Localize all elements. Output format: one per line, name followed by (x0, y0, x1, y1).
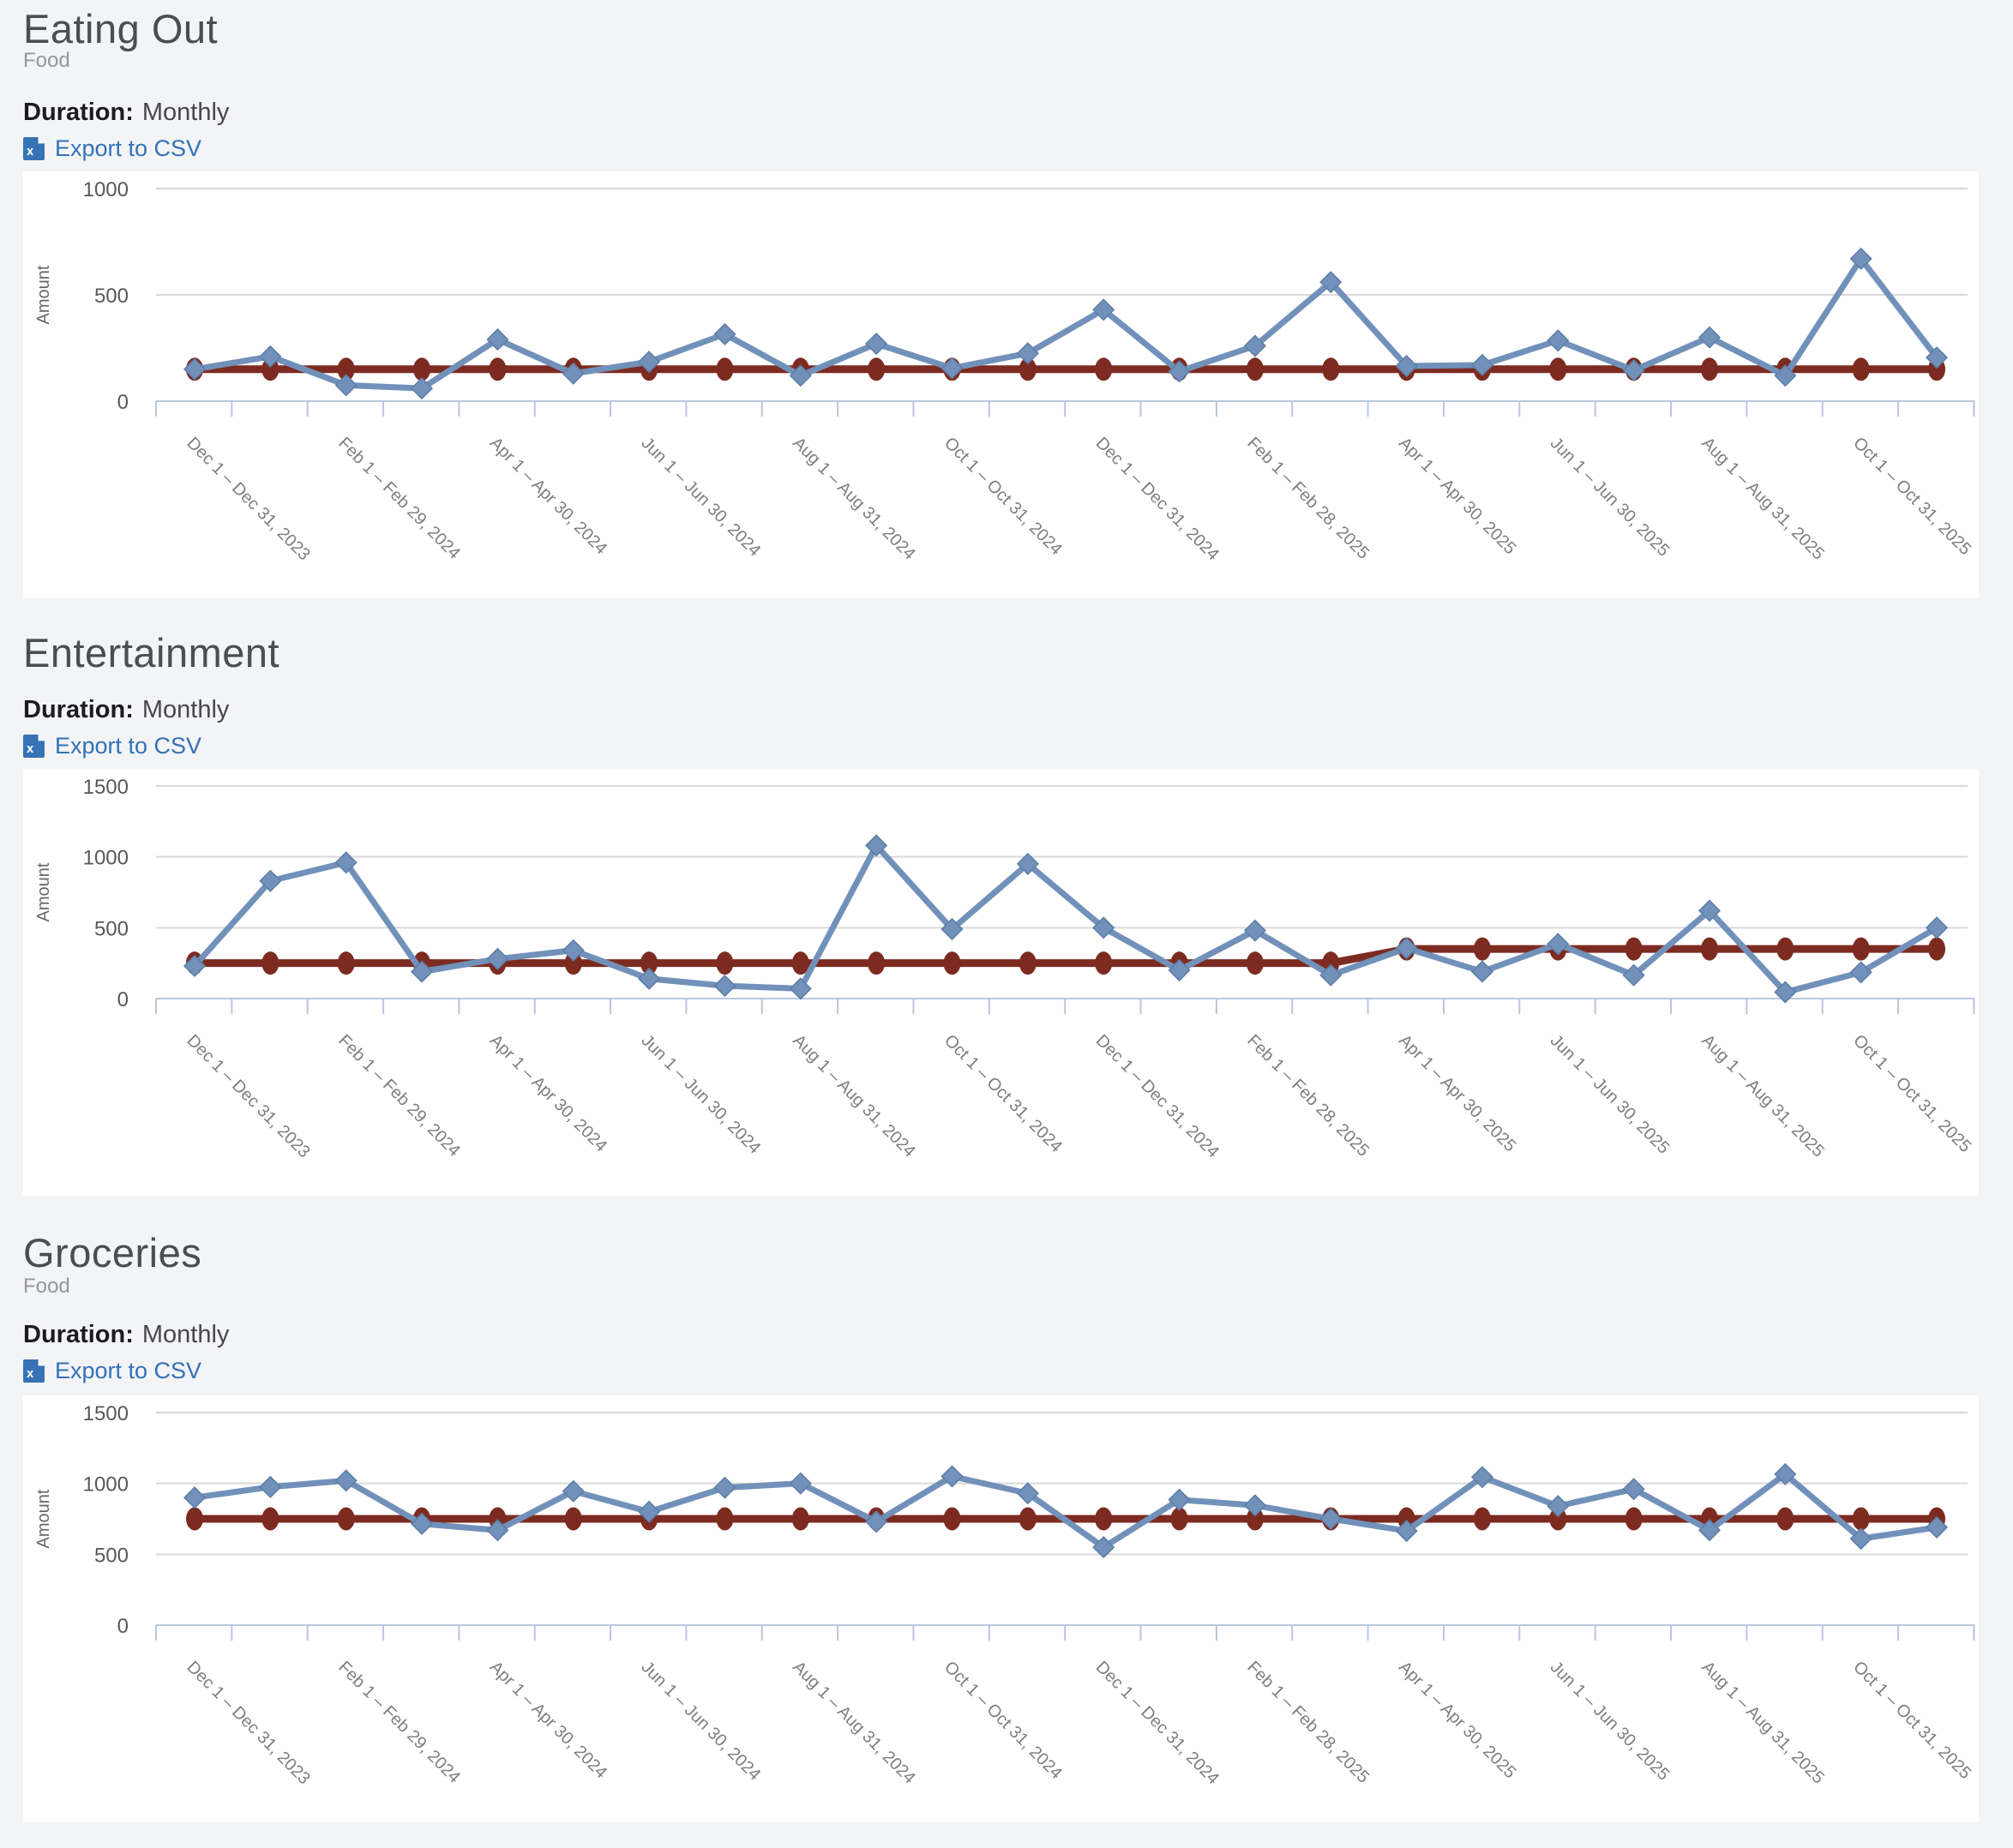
duration-label: Duration: (23, 99, 134, 126)
export-to-csv-link[interactable]: x Export to CSV (23, 735, 201, 758)
excel-file-icon: x (23, 137, 45, 160)
export-label: Export to CSV (55, 1358, 202, 1383)
svg-text:Jun 1 – Jun 30, 2025: Jun 1 – Jun 30, 2025 (1547, 1658, 1673, 1785)
svg-text:Oct 1 – Oct 31, 2025: Oct 1 – Oct 31, 2025 (1849, 434, 1974, 559)
svg-text:Apr 1 – Apr 30, 2024: Apr 1 – Apr 30, 2024 (486, 434, 610, 558)
svg-text:500: 500 (94, 1544, 129, 1567)
svg-text:Dec 1 – Dec 31, 2023: Dec 1 – Dec 31, 2023 (183, 1031, 313, 1161)
svg-text:0: 0 (117, 988, 129, 1011)
export-to-csv-link[interactable]: x Export to CSV (23, 137, 201, 160)
chart-subtitle: Food (23, 49, 70, 72)
svg-text:Oct 1 – Oct 31, 2025: Oct 1 – Oct 31, 2025 (1849, 1031, 1974, 1156)
svg-text:Aug 1 – Aug 31, 2024: Aug 1 – Aug 31, 2024 (789, 1031, 919, 1161)
svg-text:Dec 1 – Dec 31, 2024: Dec 1 – Dec 31, 2024 (1092, 434, 1223, 564)
duration-value: Monthly (141, 696, 230, 723)
chart-title: Entertainment (23, 630, 280, 675)
svg-text:1000: 1000 (83, 847, 129, 870)
excel-file-icon: x (23, 1359, 45, 1383)
svg-text:Aug 1 – Aug 31, 2025: Aug 1 – Aug 31, 2025 (1698, 1031, 1828, 1161)
svg-text:1500: 1500 (83, 1402, 129, 1425)
chart-panel: 0 500 1000 1500 Amount Dec 1 – Dec 31, 2023 Fe… (23, 769, 1979, 1196)
duration-label: Duration: (23, 1321, 134, 1348)
svg-text:Dec 1 – Dec 31, 2023: Dec 1 – Dec 31, 2023 (183, 1658, 313, 1788)
svg-text:x: x (27, 742, 34, 756)
svg-text:Aug 1 – Aug 31, 2025: Aug 1 – Aug 31, 2025 (1698, 1658, 1828, 1788)
svg-text:500: 500 (94, 917, 129, 940)
duration-value: Monthly (141, 1321, 230, 1348)
svg-text:Oct 1 – Oct 31, 2024: Oct 1 – Oct 31, 2024 (940, 434, 1066, 559)
svg-text:Jun 1 – Jun 30, 2024: Jun 1 – Jun 30, 2024 (638, 1031, 765, 1158)
svg-text:Feb 1 – Feb 29, 2024: Feb 1 – Feb 29, 2024 (334, 1658, 464, 1787)
duration-row: Duration: Monthly (23, 99, 229, 127)
duration-row: Duration: Monthly (23, 1321, 230, 1349)
svg-text:Jun 1 – Jun 30, 2024: Jun 1 – Jun 30, 2024 (638, 434, 765, 561)
duration-value: Monthly (141, 99, 230, 126)
svg-text:Amount: Amount (34, 1489, 53, 1548)
chart-panel: 0 500 1000 Amount Dec 1 – Dec 31, 2023 Feb 1 … (23, 171, 1979, 598)
svg-text:Oct 1 – Oct 31, 2024: Oct 1 – Oct 31, 2024 (940, 1031, 1066, 1156)
chart-title: Groceries (23, 1230, 202, 1275)
svg-text:Jun 1 – Jun 30, 2025: Jun 1 – Jun 30, 2025 (1547, 1031, 1673, 1158)
export-label: Export to CSV (55, 135, 202, 161)
svg-text:x: x (27, 1367, 34, 1381)
chart-title: Eating Out (23, 6, 219, 51)
svg-text:1000: 1000 (83, 1473, 129, 1497)
svg-text:x: x (27, 145, 34, 159)
svg-text:Apr 1 – Apr 30, 2025: Apr 1 – Apr 30, 2025 (1395, 434, 1519, 558)
svg-text:Dec 1 – Dec 31, 2024: Dec 1 – Dec 31, 2024 (1092, 1658, 1223, 1788)
svg-text:Apr 1 – Apr 30, 2025: Apr 1 – Apr 30, 2025 (1395, 1031, 1519, 1155)
svg-text:1500: 1500 (83, 776, 129, 799)
svg-text:Feb 1 – Feb 28, 2025: Feb 1 – Feb 28, 2025 (1243, 1658, 1373, 1787)
svg-text:Aug 1 – Aug 31, 2024: Aug 1 – Aug 31, 2024 (789, 1658, 919, 1788)
svg-text:Feb 1 – Feb 28, 2025: Feb 1 – Feb 28, 2025 (1243, 1031, 1373, 1161)
svg-text:Feb 1 – Feb 28, 2025: Feb 1 – Feb 28, 2025 (1243, 434, 1373, 563)
duration-label: Duration: (23, 696, 134, 723)
svg-text:Dec 1 – Dec 31, 2024: Dec 1 – Dec 31, 2024 (1092, 1031, 1223, 1161)
duration-row: Duration: Monthly (23, 696, 230, 724)
chart-subtitle: Food (23, 1275, 70, 1298)
svg-text:Dec 1 – Dec 31, 2023: Dec 1 – Dec 31, 2023 (183, 434, 313, 564)
svg-text:Aug 1 – Aug 31, 2024: Aug 1 – Aug 31, 2024 (789, 434, 919, 564)
svg-text:Jun 1 – Jun 30, 2024: Jun 1 – Jun 30, 2024 (638, 1658, 765, 1785)
svg-text:Feb 1 – Feb 29, 2024: Feb 1 – Feb 29, 2024 (334, 434, 464, 563)
export-label: Export to CSV (55, 733, 202, 759)
svg-text:1000: 1000 (83, 178, 129, 201)
svg-text:500: 500 (94, 285, 129, 308)
svg-text:Feb 1 – Feb 29, 2024: Feb 1 – Feb 29, 2024 (334, 1031, 464, 1161)
export-to-csv-link[interactable]: x Export to CSV (23, 1359, 201, 1383)
svg-text:Apr 1 – Apr 30, 2025: Apr 1 – Apr 30, 2025 (1395, 1658, 1519, 1782)
svg-text:Amount: Amount (34, 862, 53, 921)
svg-text:Oct 1 – Oct 31, 2025: Oct 1 – Oct 31, 2025 (1849, 1658, 1974, 1783)
svg-text:Aug 1 – Aug 31, 2025: Aug 1 – Aug 31, 2025 (1698, 434, 1828, 564)
svg-text:Apr 1 – Apr 30, 2024: Apr 1 – Apr 30, 2024 (486, 1031, 610, 1155)
svg-text:0: 0 (117, 391, 129, 414)
svg-text:Oct 1 – Oct 31, 2024: Oct 1 – Oct 31, 2024 (940, 1658, 1066, 1783)
excel-file-icon: x (23, 735, 45, 758)
svg-text:Jun 1 – Jun 30, 2025: Jun 1 – Jun 30, 2025 (1547, 434, 1673, 561)
chart-panel: 0 500 1000 1500 Amount Dec 1 – Dec 31, 2023 Fe… (23, 1395, 1979, 1822)
svg-text:Amount: Amount (34, 265, 53, 324)
svg-text:Apr 1 – Apr 30, 2024: Apr 1 – Apr 30, 2024 (486, 1658, 610, 1782)
svg-text:0: 0 (117, 1615, 129, 1638)
